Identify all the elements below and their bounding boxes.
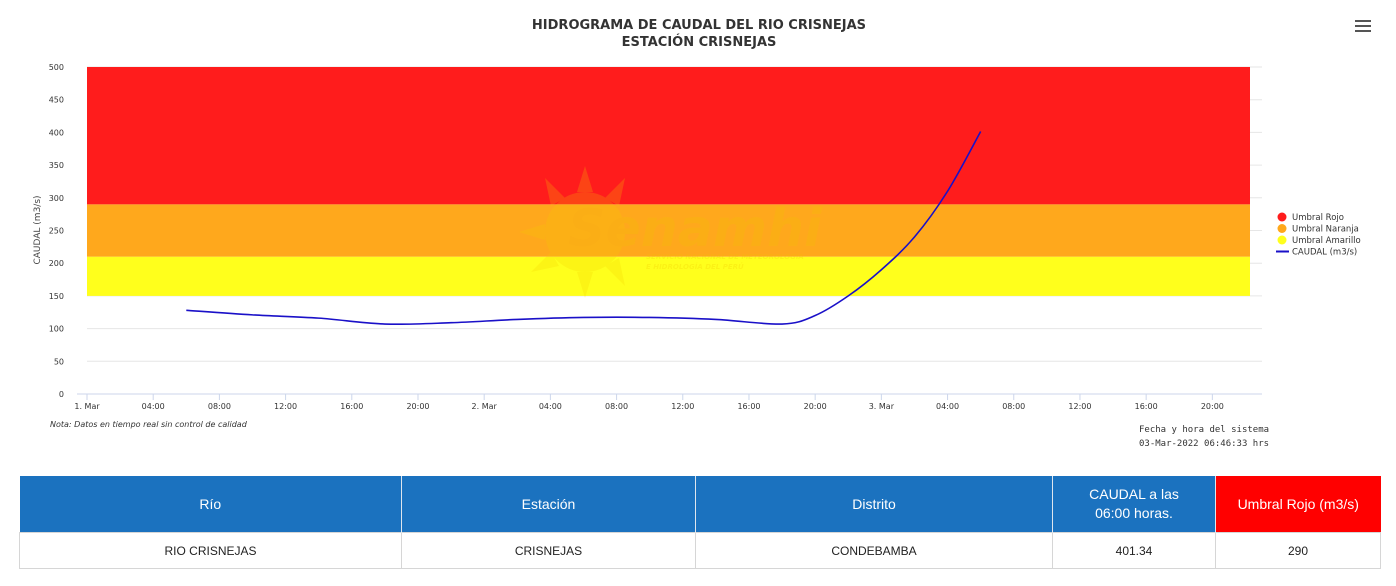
senamhi-watermark: Senamhi SERVICIO NACIONAL DE METEOROLOGÍ… [519, 166, 823, 298]
watermark-line2: E HIDROLOGÍA DEL PERÚ [646, 262, 744, 271]
header-caudal-line2: 06:00 horas. [1095, 505, 1173, 521]
header-umbral-rojo: Umbral Rojo (m3/s) [1215, 476, 1381, 533]
x-tick-label: 04:00 [539, 402, 562, 411]
y-tick-label: 150 [49, 292, 64, 301]
menu-bar-icon [1355, 25, 1371, 27]
caudal-series-line [186, 131, 982, 326]
station-summary-table: Río Estación Distrito CAUDAL a las 06:00… [19, 476, 1381, 569]
x-tick-label: 12:00 [671, 402, 694, 411]
x-tick-label: 12:00 [1068, 402, 1091, 411]
x-tick-label: 08:00 [605, 402, 628, 411]
threshold-band-rojo [87, 67, 1250, 205]
header-caudal-line1: CAUDAL a las [1089, 486, 1179, 502]
threshold-band-naranja [87, 204, 1250, 257]
x-tick-label: 08:00 [208, 402, 231, 411]
y-tick-label: 300 [49, 194, 64, 203]
threshold-band-amarillo [87, 256, 1250, 296]
chart-subtitle: ESTACIÓN CRISNEJAS [622, 34, 777, 50]
legend-marker-dot [1277, 224, 1287, 233]
header-estacion: Estación [401, 476, 696, 533]
x-tick-label: 16:00 [1135, 402, 1158, 411]
y-tick-label: 450 [49, 96, 64, 105]
y-tick-label: 350 [49, 161, 64, 170]
x-tick-label: 20:00 [1201, 402, 1224, 411]
cell-umbral-rojo: 290 [1215, 532, 1381, 569]
table-row: RIO CRISNEJAS CRISNEJAS CONDEBAMBA 401.3… [19, 532, 1381, 569]
menu-bar-icon [1355, 30, 1371, 32]
x-tick-label: 2. Mar [472, 402, 498, 411]
watermark-brand: Senamhi [568, 199, 823, 259]
legend-marker-dot [1277, 235, 1287, 245]
header-rio: Río [19, 476, 402, 533]
legend-item-label: Umbral Naranja [1292, 225, 1359, 235]
x-tick-label: 16:00 [340, 402, 363, 411]
y-tick-label: 250 [49, 227, 64, 236]
cell-estacion: CRISNEJAS [401, 532, 696, 569]
y-tick-label: 100 [49, 325, 64, 334]
y-tick-label: 400 [49, 128, 64, 137]
y-tick-label: 500 [49, 63, 64, 72]
menu-bar-icon [1355, 20, 1371, 22]
hydrograph-chart: Senamhi SERVICIO NACIONAL DE METEOROLOGÍ… [33, 18, 1361, 449]
x-tick-label: 1. Mar [74, 402, 100, 411]
x-tick-label: 04:00 [936, 402, 959, 411]
y-axis-label: CAUDAL (m3/s) [33, 195, 43, 264]
watermark-line1: SERVICIO NACIONAL DE METEOROLOGÍA [646, 252, 804, 261]
table-header-row: Río Estación Distrito CAUDAL a las 06:00… [19, 476, 1381, 533]
header-distrito: Distrito [695, 476, 1053, 533]
y-tick-label: 0 [59, 390, 64, 399]
y-tick-label: 50 [54, 357, 64, 366]
legend-item-label: CAUDAL (m3/s) [1292, 248, 1357, 258]
x-tick-label: 04:00 [142, 402, 165, 411]
x-tick-label: 3. Mar [869, 402, 895, 411]
system-time-value: 03-Mar-2022 06:46:33 hrs [1139, 439, 1269, 449]
x-tick-label: 20:00 [406, 402, 429, 411]
cell-caudal: 401.34 [1052, 532, 1216, 569]
cell-distrito: CONDEBAMBA [695, 532, 1053, 569]
legend-item-label: Umbral Rojo [1292, 213, 1344, 223]
cell-rio: RIO CRISNEJAS [19, 532, 402, 569]
x-tick-label: 08:00 [1002, 402, 1025, 411]
legend-item-label: Umbral Amarillo [1292, 236, 1361, 246]
chart-menu-button[interactable] [1355, 20, 1371, 34]
x-tick-label: 12:00 [274, 402, 297, 411]
x-tick-label: 16:00 [737, 402, 760, 411]
system-time-label: Fecha y hora del sistema [1139, 425, 1269, 435]
quality-note: Nota: Datos en tiempo real sin control d… [50, 420, 248, 429]
x-tick-label: 20:00 [804, 402, 827, 411]
y-tick-label: 200 [49, 259, 64, 268]
header-caudal: CAUDAL a las 06:00 horas. [1052, 476, 1216, 533]
chart-title: HIDROGRAMA DE CAUDAL DEL RIO CRISNEJAS [532, 18, 866, 33]
legend-marker-dot [1277, 212, 1287, 222]
